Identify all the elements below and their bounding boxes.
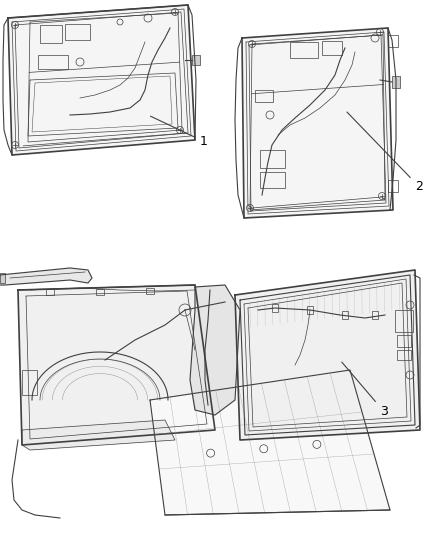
Bar	[40, 25, 62, 43]
Bar	[260, 172, 285, 188]
Bar	[38, 55, 68, 69]
Bar	[307, 306, 313, 314]
Text: 3: 3	[342, 362, 388, 418]
Bar	[255, 90, 273, 102]
Polygon shape	[235, 270, 420, 440]
Bar	[342, 311, 348, 319]
Text: 1: 1	[151, 116, 208, 148]
Bar	[65, 24, 90, 40]
Bar	[22, 370, 37, 395]
Bar	[272, 304, 278, 312]
Bar	[388, 180, 398, 192]
Bar	[372, 311, 378, 319]
Bar	[96, 289, 104, 295]
Bar	[46, 289, 54, 295]
Text: 2: 2	[347, 112, 423, 193]
Bar	[290, 42, 318, 58]
Bar	[260, 150, 285, 168]
Polygon shape	[8, 5, 195, 155]
Bar	[397, 350, 411, 360]
Bar	[0, 273, 5, 283]
Polygon shape	[18, 285, 215, 445]
Bar	[397, 335, 411, 347]
Bar	[322, 41, 342, 55]
Bar	[388, 35, 398, 47]
Polygon shape	[242, 28, 393, 218]
Polygon shape	[22, 420, 175, 450]
Polygon shape	[0, 268, 92, 285]
Polygon shape	[190, 285, 240, 415]
Bar	[395, 310, 413, 332]
Polygon shape	[150, 370, 390, 515]
Bar	[392, 76, 400, 88]
Bar	[192, 55, 200, 65]
Bar	[146, 288, 154, 294]
